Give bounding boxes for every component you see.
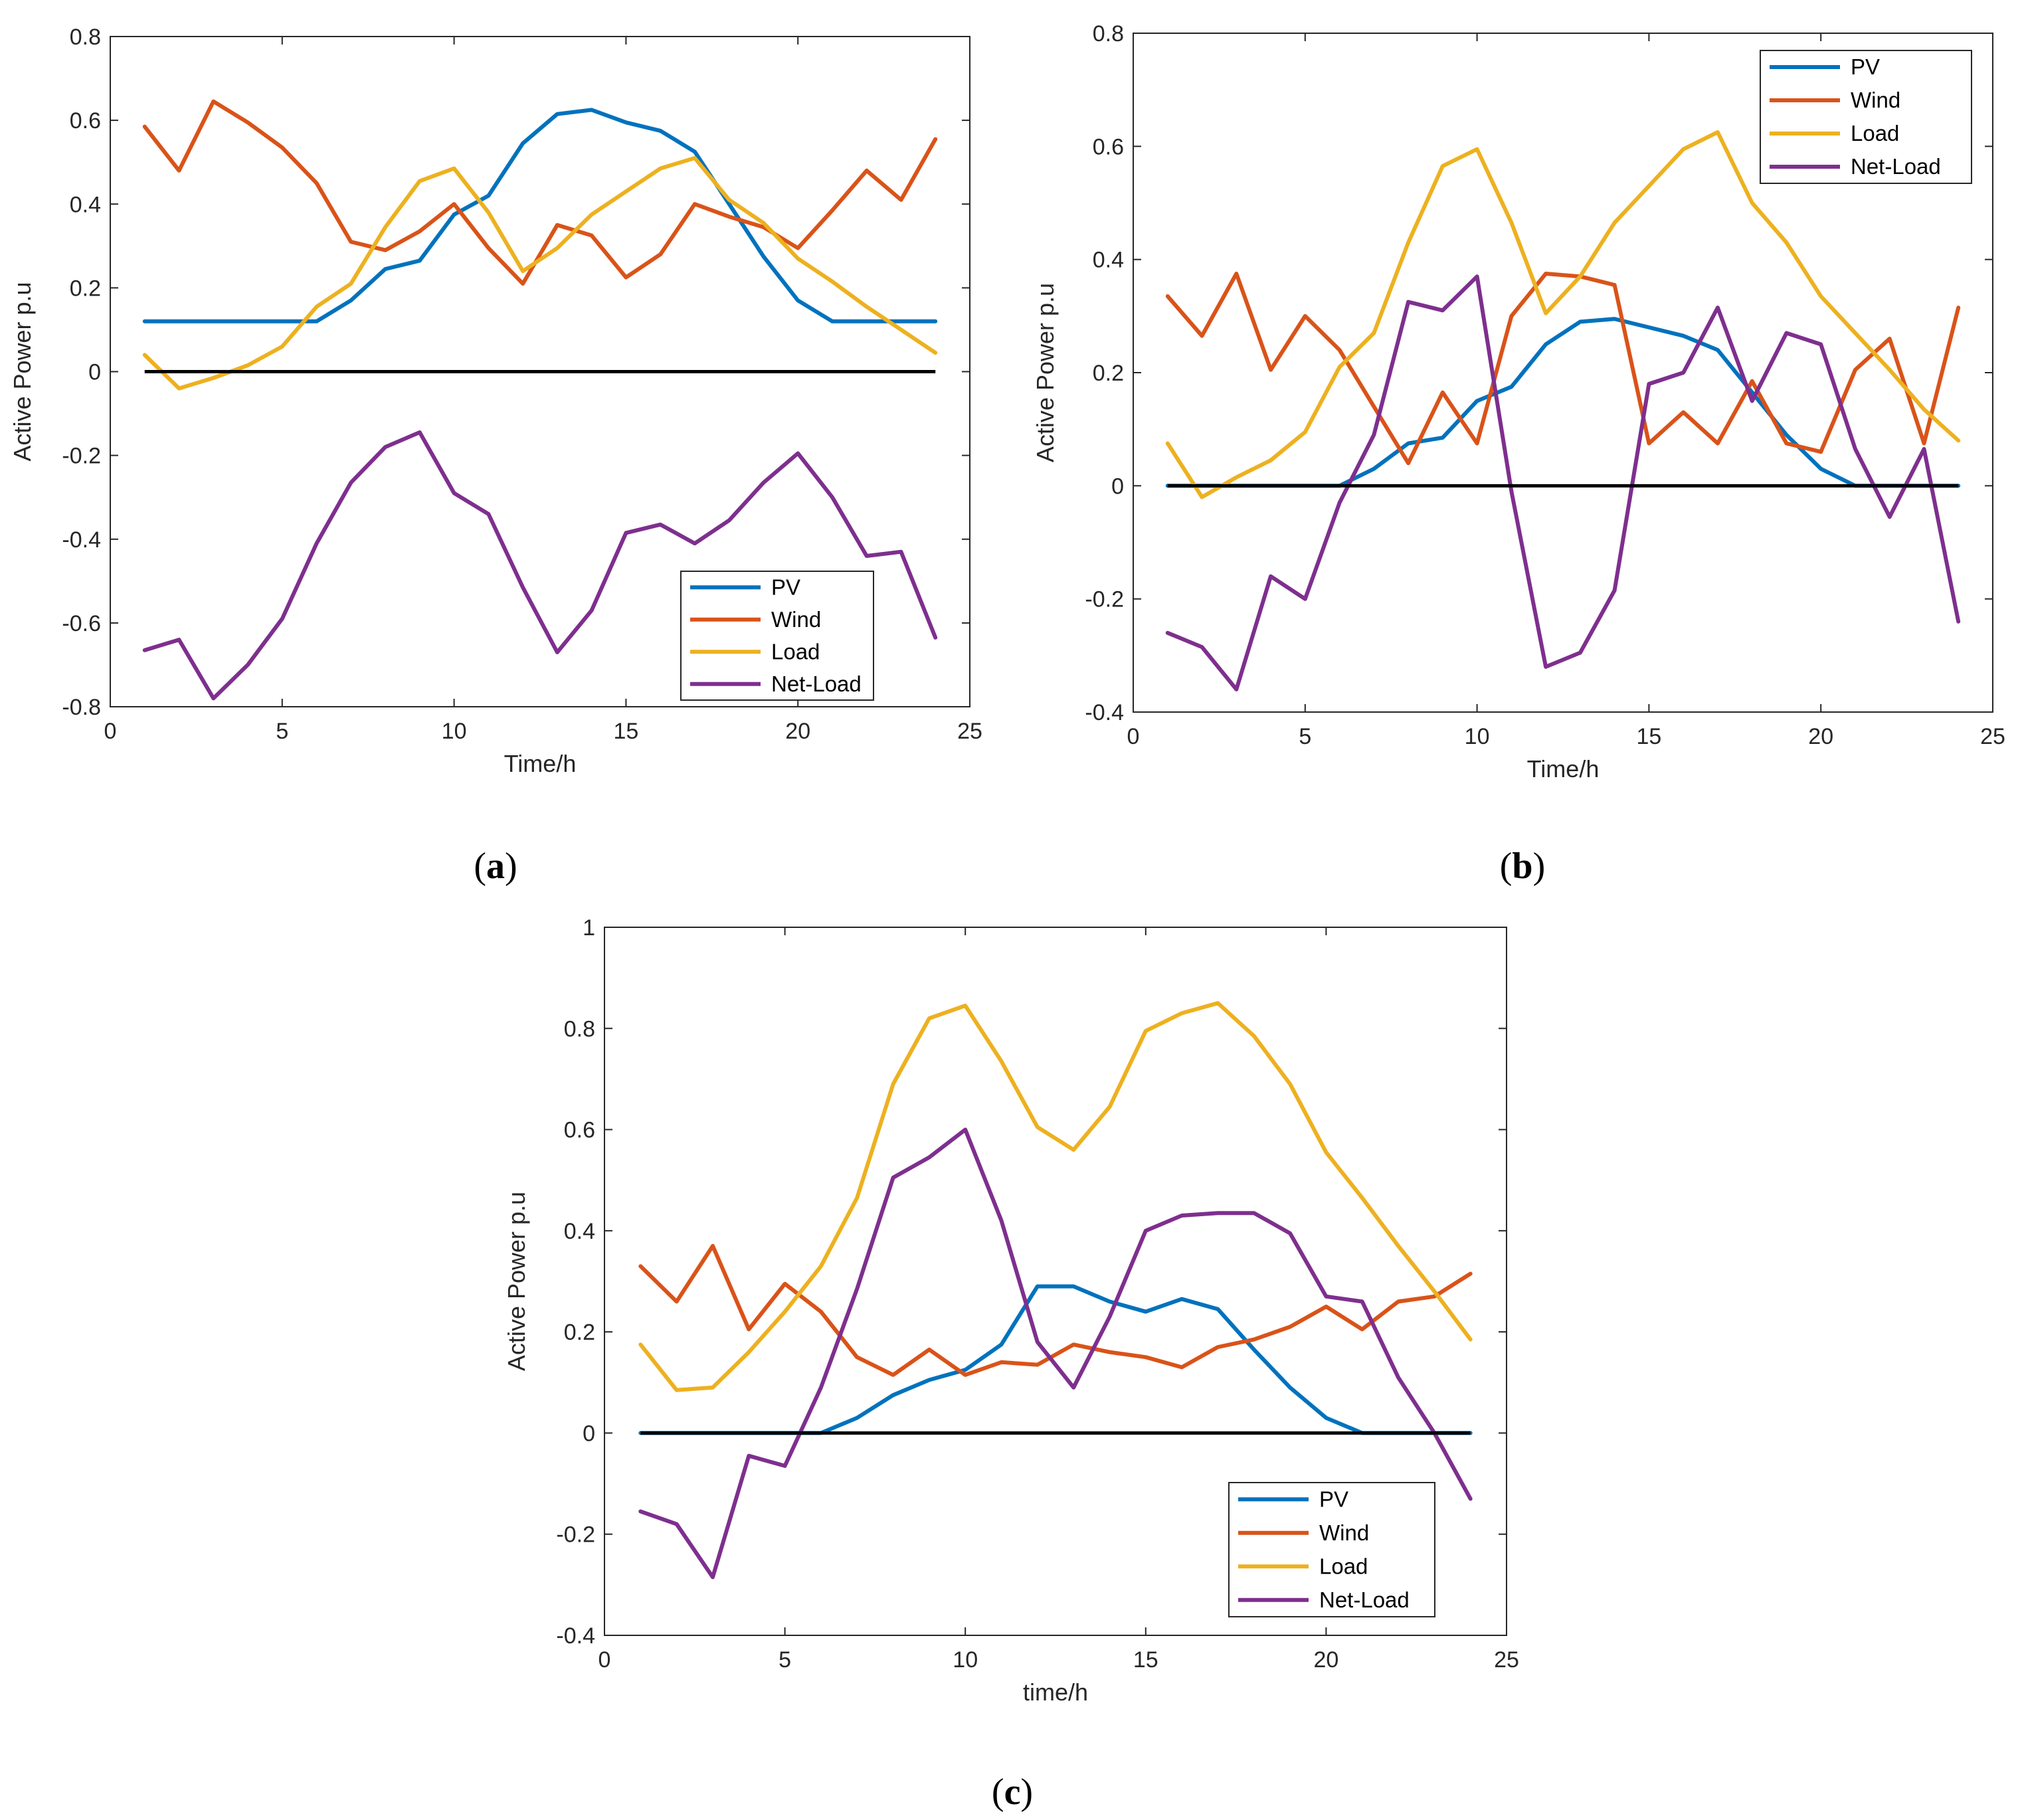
panel-b-caption: (b) — [1500, 846, 1545, 887]
panel-a-xtick-label: 10 — [442, 719, 467, 744]
panel-a-ytick-label: -0.8 — [62, 695, 101, 720]
panel-b-legend-box — [1760, 50, 1972, 184]
panel-b-ytick-label: 0.6 — [1093, 134, 1124, 159]
panel-a-ytick-label: 0.8 — [70, 25, 101, 50]
panel-b-chart: 0 5 10 15 20 25 -0.4 -0.2 0 0.2 0.4 0.6 0.8 Time/h Act… — [1032, 21, 2005, 887]
panel-c-ytick-label: 0.8 — [564, 1016, 595, 1042]
panel-c-ytick-label: 0.4 — [564, 1219, 595, 1244]
panel-a-legend-label-pv: PV — [771, 575, 800, 599]
panel-a-series-net-load — [142, 430, 938, 701]
panel-b-xlabel: Time/h — [1527, 755, 1600, 782]
panel-b-xtick-label: 0 — [1127, 724, 1140, 749]
panel-a-series-pv — [142, 108, 938, 323]
panel-c-ytick-label: -0.4 — [556, 1623, 595, 1649]
panel-c-ytick-label: 0 — [583, 1421, 595, 1446]
panel-a-xtick-label: 20 — [785, 719, 810, 744]
panel-a-legend: PV Wind Load Net-Load — [680, 571, 874, 701]
panel-b-xtick-label: 25 — [1980, 724, 2005, 749]
panel-a-xtick-label: 15 — [613, 719, 638, 744]
panel-c-xtick-label: 5 — [779, 1647, 791, 1673]
panel-b-legend-label-load: Load — [1851, 121, 1899, 145]
panel-a-xtick-label: 0 — [104, 719, 117, 744]
panel-a-ylabel: Active Power p.u — [9, 282, 36, 461]
panel-c-legend: PV Wind Load Net-Load — [1228, 1482, 1435, 1617]
panel-c-legend-label-load: Load — [1319, 1554, 1368, 1578]
panel-a-chart: 0 5 10 15 20 25 -0.8 -0.6 -0.4 -0.2 0 0.2 0.4 0.6 0.8 T… — [9, 25, 982, 887]
panel-b-legend: PV Wind Load Net-Load — [1760, 50, 1972, 184]
panel-b-caption-letter: b — [1512, 846, 1532, 887]
panel-c-ytick-label: 1 — [583, 915, 595, 941]
panel-c-xtick-label: 25 — [1494, 1647, 1519, 1673]
panel-c-chart: 0 5 10 15 20 25 -0.4 -0.2 0 0.2 0.4 0.6 0.8 1 time/h Ac… — [503, 915, 1519, 1813]
panel-b-ytick-label: 0.2 — [1093, 361, 1124, 386]
panel-b-series-load — [1165, 130, 1961, 500]
panel-c-ytick-label: 0.2 — [564, 1320, 595, 1345]
panel-c-legend-label-pv: PV — [1319, 1487, 1348, 1511]
panel-c-xlabel: time/h — [1023, 1679, 1088, 1706]
panel-b-ytick-label: 0.4 — [1093, 248, 1124, 273]
panel-b-ytick-label: -0.2 — [1085, 587, 1124, 612]
panel-a-ytick-label: -0.4 — [62, 527, 101, 553]
panel-b-legend-label-net-load: Net-Load — [1851, 154, 1941, 179]
panel-c-legend-box — [1228, 1482, 1435, 1617]
panel-c-caption-letter: c — [1004, 1772, 1021, 1813]
panel-c-xtick-label: 0 — [598, 1647, 611, 1673]
panel-c-series-net-load — [638, 1127, 1473, 1580]
panel-b-ylabel: Active Power p.u — [1032, 283, 1059, 462]
panel-c-caption: (c) — [992, 1772, 1033, 1813]
panel-b-xtick-label: 20 — [1808, 724, 1833, 749]
panel-a-legend-box — [680, 571, 874, 701]
panel-c-ylabel: Active Power p.u — [503, 1192, 530, 1371]
panel-c-series-load — [638, 1001, 1473, 1392]
panel-a-xtick-label: 25 — [957, 719, 982, 744]
panel-a-xlabel: Time/h — [504, 750, 577, 777]
panel-c-legend-label-net-load: Net-Load — [1319, 1588, 1410, 1612]
panel-a-caption-letter: a — [486, 846, 505, 887]
panel-b-ytick-label: 0 — [1111, 474, 1124, 499]
panel-c-xtick-label: 10 — [953, 1647, 978, 1673]
panel-b-series-net-load — [1165, 274, 1961, 691]
panel-b-xtick-label: 15 — [1636, 724, 1661, 749]
panel-a-caption: (a) — [474, 846, 517, 887]
panel-c-series-wind — [638, 1243, 1473, 1377]
panel-a-ytick-label: 0.2 — [70, 276, 101, 301]
panel-b-legend-label-wind: Wind — [1851, 88, 1900, 112]
panel-c-ytick-label: 0.6 — [564, 1118, 595, 1143]
panel-c-ytick-label: -0.2 — [556, 1522, 595, 1548]
panel-b-series-wind — [1165, 272, 1961, 466]
panel-a-ytick-label: -0.2 — [62, 444, 101, 469]
panel-a-legend-label-wind: Wind — [771, 607, 821, 632]
panel-b-xtick-label: 10 — [1465, 724, 1490, 749]
panel-c-xtick-label: 15 — [1133, 1647, 1158, 1673]
panel-c-legend-label-wind: Wind — [1319, 1520, 1369, 1545]
panel-b-ytick-label: 0.8 — [1093, 21, 1124, 46]
panel-a-legend-label-load: Load — [771, 639, 820, 664]
panel-a-xtick-label: 5 — [276, 719, 288, 744]
panel-c-xtick-label: 20 — [1313, 1647, 1338, 1673]
panel-a-ytick-label: 0 — [88, 360, 101, 385]
panel-b-legend-label-pv: PV — [1851, 54, 1880, 79]
panel-a-series-load — [142, 155, 938, 391]
panel-a-ytick-label: -0.6 — [62, 611, 101, 636]
panel-a-legend-label-net-load: Net-Load — [771, 672, 862, 696]
panel-a-series-wind — [142, 99, 938, 286]
panel-b-ytick-label: -0.4 — [1085, 700, 1124, 725]
panel-a-ytick-label: 0.6 — [70, 108, 101, 134]
panel-b-xtick-label: 5 — [1299, 724, 1311, 749]
panel-a-ytick-label: 0.4 — [70, 192, 101, 217]
